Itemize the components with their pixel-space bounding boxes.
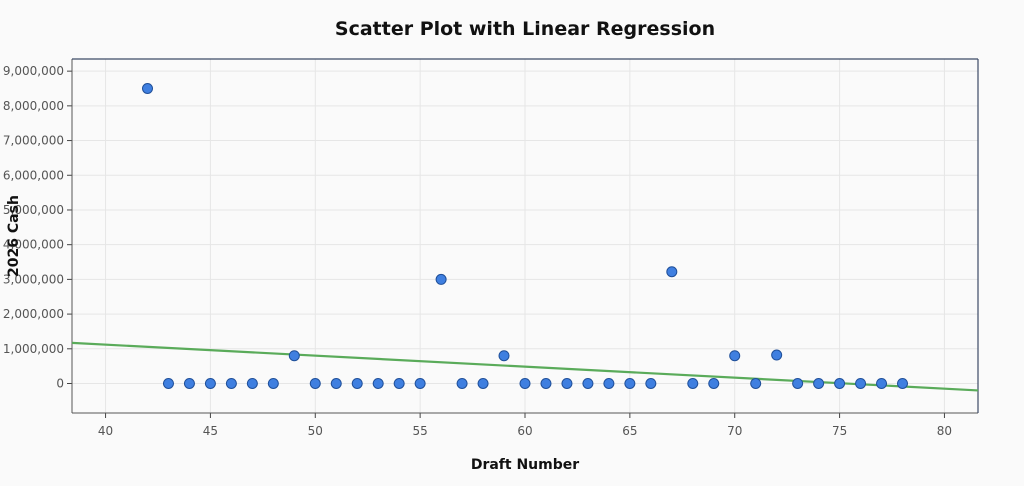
data-point <box>582 378 594 389</box>
x-axis-title: Draft Number <box>471 457 579 473</box>
x-tick-label: 45 <box>203 424 218 438</box>
data-point <box>624 378 636 389</box>
data-point <box>729 350 741 362</box>
x-tick-label: 40 <box>98 424 113 438</box>
data-point <box>288 350 300 362</box>
x-tick-label: 70 <box>727 424 742 438</box>
x-tick-label: 60 <box>517 424 532 438</box>
data-point <box>183 378 195 389</box>
data-point <box>792 378 804 389</box>
data-point <box>204 378 216 389</box>
y-tick-label: 1,000,000 <box>3 342 64 356</box>
data-point <box>603 378 615 389</box>
x-tick-label: 65 <box>622 424 637 438</box>
regression-line <box>71 341 979 392</box>
data-point <box>225 378 237 389</box>
data-point <box>666 266 678 278</box>
data-point <box>309 378 321 389</box>
data-point <box>834 378 846 389</box>
data-point <box>435 273 447 285</box>
x-tick-label: 55 <box>412 424 427 438</box>
points-layer <box>142 83 908 389</box>
data-point <box>540 378 552 389</box>
data-point <box>813 378 825 389</box>
y-tick-label: 3,000,000 <box>3 272 64 286</box>
y-tick-label: 0 <box>56 377 64 391</box>
grid-layer <box>72 59 978 413</box>
y-tick-label: 9,000,000 <box>3 64 64 78</box>
y-axis-title: 2026 Cash <box>6 195 22 277</box>
data-point <box>687 378 699 389</box>
data-point <box>855 378 867 389</box>
data-point <box>393 378 405 389</box>
axis-layer: 40 45 50 55 60 65 70 75 80 0 1,000,000 2,000,000 3,0… <box>3 58 979 438</box>
data-point <box>498 350 510 362</box>
regression-layer <box>71 341 979 392</box>
data-point <box>456 378 468 389</box>
data-point <box>330 378 342 389</box>
data-point <box>771 349 783 361</box>
data-point <box>351 378 363 389</box>
y-tick-label: 4,000,000 <box>3 238 64 252</box>
x-tick-label: 50 <box>308 424 323 438</box>
data-point <box>372 378 384 389</box>
data-point <box>708 378 720 389</box>
chart-title: Scatter Plot with Linear Regression <box>335 18 715 40</box>
data-point <box>561 378 573 389</box>
data-point <box>750 378 762 389</box>
y-tick-label: 5,000,000 <box>3 203 64 217</box>
data-point <box>477 378 489 389</box>
data-point <box>897 378 908 389</box>
data-point <box>246 378 258 389</box>
data-point <box>519 378 531 389</box>
data-point <box>876 378 888 389</box>
y-tick-label: 2,000,000 <box>3 307 64 321</box>
y-tick-label: 7,000,000 <box>3 134 64 148</box>
y-tick-label: 8,000,000 <box>3 99 64 113</box>
data-point <box>142 83 153 94</box>
data-point <box>414 378 426 389</box>
data-point <box>645 378 657 389</box>
data-point <box>267 378 279 389</box>
x-tick-label: 80 <box>937 424 952 438</box>
y-tick-label: 6,000,000 <box>3 168 64 182</box>
data-point <box>162 378 174 389</box>
x-tick-label: 75 <box>832 424 847 438</box>
